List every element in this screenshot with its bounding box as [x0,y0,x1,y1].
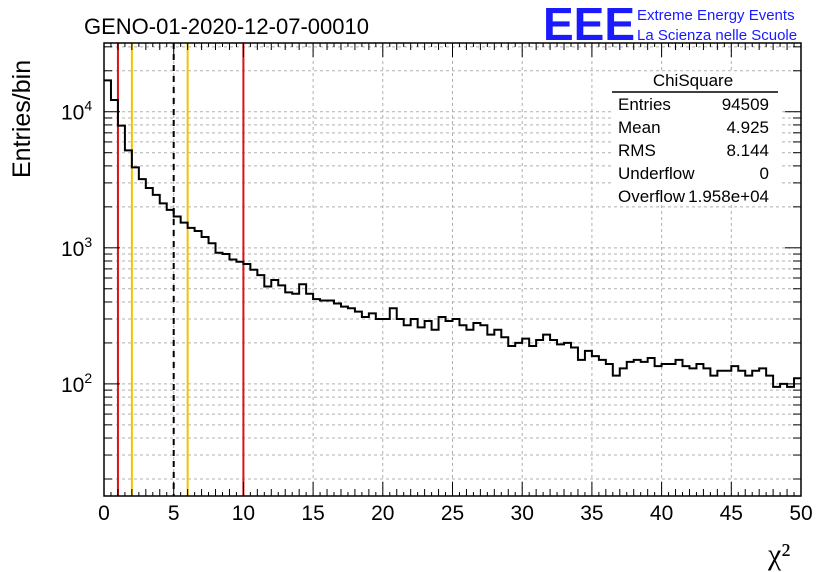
stats-label: Underflow [618,164,695,183]
y-tick-label: 102 [61,370,92,397]
stats-value: 8.144 [726,141,769,160]
logo-line2: La Scienza nelle Scuole [637,27,797,44]
logo-text: EEE [543,0,635,50]
x-axis-label: χ² [767,538,790,571]
x-tick-label: 0 [98,502,110,525]
stats-box: ChiSquare Entries 94509 Mean 4.925 RMS 8.144 U… [612,71,780,206]
x-tick-label: 15 [301,502,324,525]
x-axis-ticks: 0 5 10 15 20 25 30 35 40 45 50 [98,43,813,525]
x-tick-label: 10 [232,502,255,525]
x-tick-label: 50 [789,502,812,525]
chart-title: GENO-01-2020-12-07-00010 [84,14,369,39]
y-tick-label: 104 [61,98,92,125]
x-tick-label: 40 [650,502,673,525]
y-axis-ticks: 102 103 104 [61,46,801,480]
x-tick-label: 45 [720,502,743,525]
stats-label: Mean [618,118,661,137]
stats-label: Overflow [618,187,686,206]
stats-label: Entries [618,95,671,114]
x-tick-label: 20 [371,502,394,525]
logo-line1: Extreme Energy Events [637,7,795,24]
x-tick-label: 30 [511,502,534,525]
stats-value: 1.958e+04 [688,187,769,206]
stats-value: 94509 [722,95,769,114]
histogram-line [104,79,801,388]
x-tick-label: 25 [441,502,464,525]
y-axis-label: Entries/bin [8,60,36,178]
stats-label: RMS [618,141,656,160]
x-tick-label: 5 [168,502,180,525]
stats-value: 4.925 [726,118,769,137]
y-tick-label: 103 [61,234,92,261]
x-tick-label: 35 [580,502,603,525]
stats-value: 0 [760,164,769,183]
eee-logo: EEE Extreme Energy Events La Scienza nel… [543,0,797,50]
threshold-lines [116,43,245,496]
stats-title: ChiSquare [653,71,733,90]
